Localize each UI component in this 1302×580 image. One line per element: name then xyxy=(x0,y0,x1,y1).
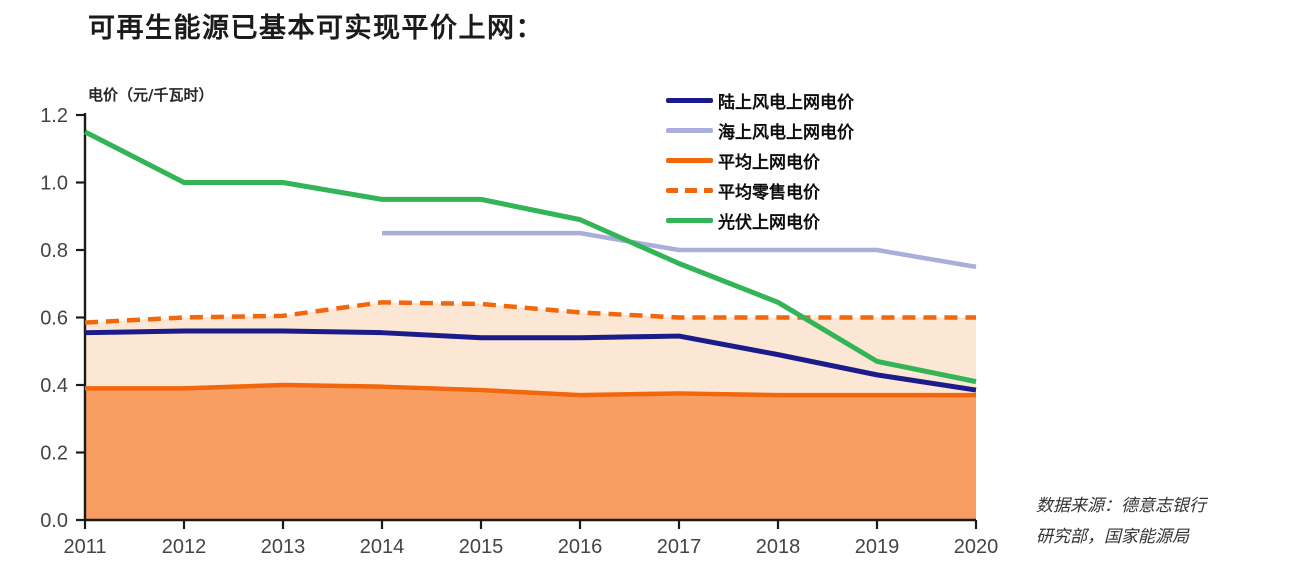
legend-label-offshore-wind: 海上风电上网电价 xyxy=(718,122,854,143)
y-tick-label: 0.6 xyxy=(40,308,68,330)
legend-label-avg-grid: 平均上网电价 xyxy=(718,152,820,173)
x-tick-label: 2011 xyxy=(63,536,106,558)
x-tick-label: 2019 xyxy=(855,536,900,558)
legend-line-swatch-avg-grid xyxy=(666,157,713,163)
y-tick-label: 1.0 xyxy=(40,173,68,195)
x-tick-label: 2018 xyxy=(756,536,801,558)
legend-label-onshore-wind: 陆上风电上网电价 xyxy=(718,92,854,113)
legend-item-avg-retail: 平均零售电价 xyxy=(666,175,854,205)
x-tick-label: 2014 xyxy=(360,536,405,558)
series-line-offshore-wind xyxy=(382,230,977,270)
x-tick-label: 2016 xyxy=(558,536,603,558)
page-title: 可再生能源已基本可实现平价上网： xyxy=(88,13,544,44)
x-tick-label: 2013 xyxy=(261,536,306,558)
legend-item-avg-grid: 平均上网电价 xyxy=(666,145,854,175)
y-tick-label: 0.0 xyxy=(40,510,68,532)
legend-item-solar-pv: 光伏上网电价 xyxy=(666,205,854,235)
legend-item-onshore-wind: 陆上风电上网电价 xyxy=(666,85,854,115)
legend-line-swatch-onshore-wind xyxy=(666,97,713,103)
y-axis-unit-label: 电价（元/千瓦时） xyxy=(88,86,214,104)
x-tick-label: 2012 xyxy=(162,536,207,558)
data-source-line2: 研究部，国家能源局 xyxy=(1036,527,1189,547)
y-tick-label: 0.8 xyxy=(40,240,68,262)
legend-label-avg-retail: 平均零售电价 xyxy=(718,182,820,203)
y-tick-label: 0.4 xyxy=(40,375,68,397)
series-line-onshore-wind xyxy=(84,328,977,393)
legend-line-swatch-solar-pv xyxy=(666,217,713,223)
area-fill-avg-grid xyxy=(85,385,976,520)
data-source-line1: 数据来源：德意志银行 xyxy=(1036,496,1206,516)
series-line-avg-retail xyxy=(84,300,976,325)
legend-line-swatch-offshore-wind xyxy=(666,127,713,133)
data-source: 数据来源：德意志银行 研究部，国家能源局 xyxy=(1036,491,1206,553)
legend-item-offshore-wind: 海上风电上网电价 xyxy=(666,115,854,145)
series-line-avg-grid xyxy=(85,382,976,398)
x-tick-label: 2015 xyxy=(459,536,504,558)
y-tick-label: 1.2 xyxy=(40,105,68,127)
legend-label-solar-pv: 光伏上网电价 xyxy=(718,212,820,233)
chart-legend: 陆上风电上网电价 海上风电上网电价 平均上网电价 平均零售电价 光伏上网电价 xyxy=(666,85,854,235)
legend-line-swatch-avg-retail xyxy=(666,187,713,193)
x-tick-label: 2017 xyxy=(657,536,702,558)
series-line-solar-pv xyxy=(83,129,977,385)
x-tick-label: 2020 xyxy=(954,536,999,558)
y-tick-label: 0.2 xyxy=(40,443,68,465)
